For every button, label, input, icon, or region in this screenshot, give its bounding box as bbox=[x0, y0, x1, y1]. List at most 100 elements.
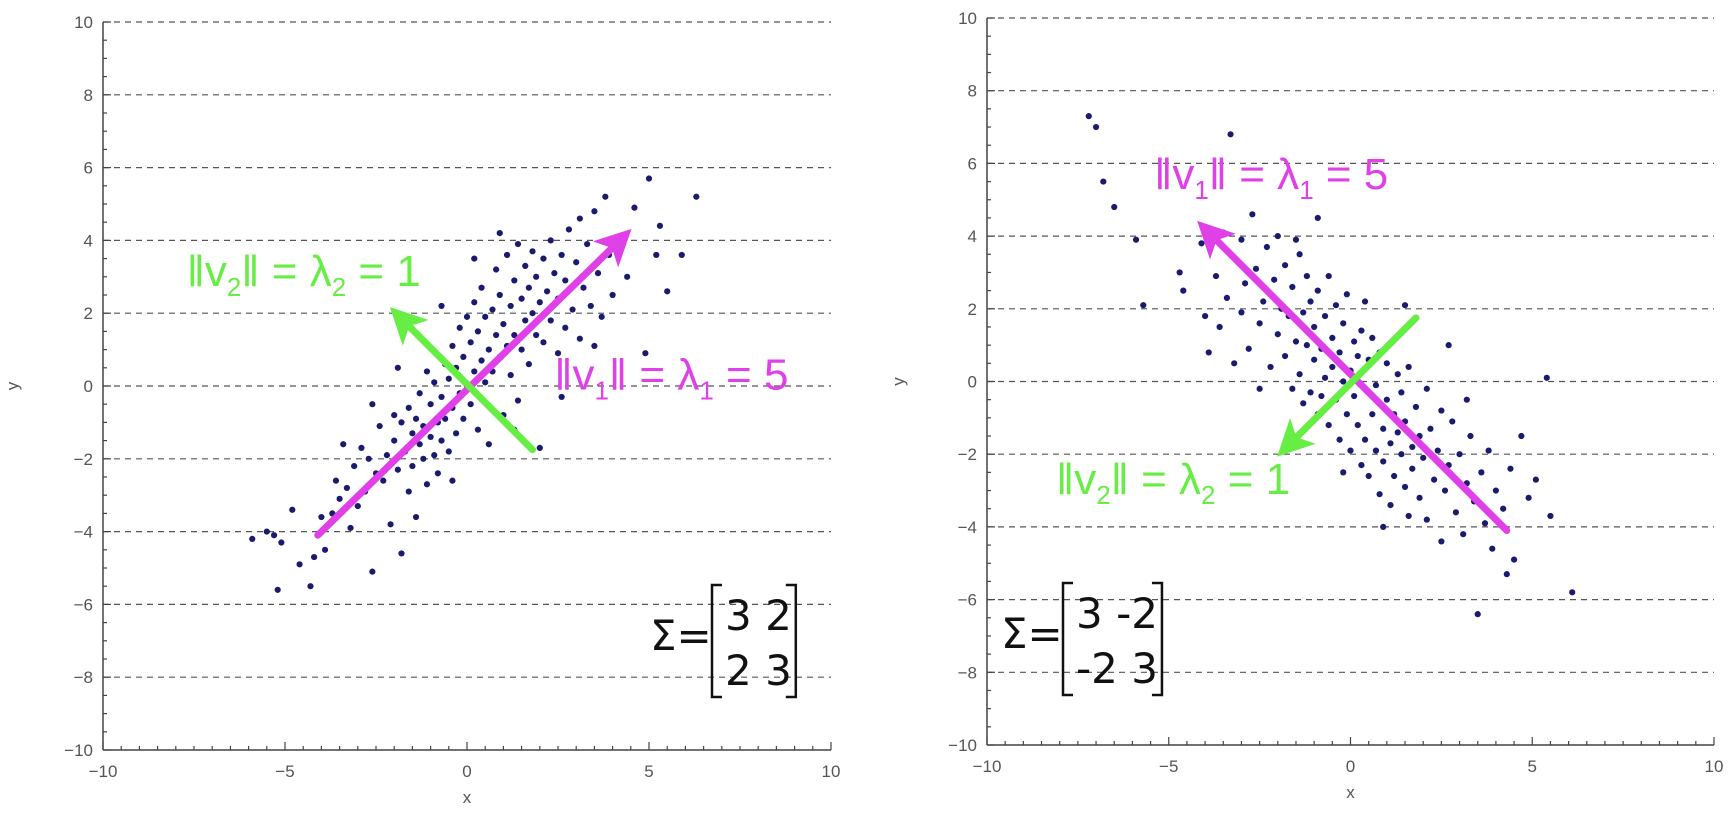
data-point bbox=[1140, 302, 1147, 309]
annotation-text: ‖v bbox=[1154, 150, 1194, 199]
data-point bbox=[1376, 491, 1383, 498]
data-point bbox=[1431, 476, 1438, 483]
x-tick-label: −5 bbox=[1159, 757, 1178, 776]
data-point bbox=[518, 346, 525, 353]
data-point bbox=[1343, 411, 1350, 418]
data-point bbox=[1492, 487, 1499, 494]
data-point bbox=[1387, 440, 1394, 447]
data-point bbox=[573, 259, 580, 266]
data-point bbox=[1245, 345, 1252, 352]
data-point bbox=[645, 175, 653, 182]
data-point bbox=[1267, 363, 1274, 371]
annotation-text: = 5 bbox=[1314, 150, 1389, 199]
data-point bbox=[347, 524, 354, 532]
data-point bbox=[1329, 334, 1336, 341]
data-point bbox=[369, 568, 376, 575]
data-point bbox=[1507, 465, 1514, 472]
data-point bbox=[467, 339, 474, 346]
data-point bbox=[427, 401, 434, 408]
matrix-row: 2 3 bbox=[725, 646, 792, 695]
annotation-subscript: 1 bbox=[699, 376, 713, 406]
data-point bbox=[1321, 374, 1329, 381]
data-point bbox=[1296, 251, 1303, 258]
matrix-symbol: Σ= bbox=[650, 611, 712, 660]
data-point bbox=[1227, 131, 1234, 138]
data-point bbox=[631, 204, 638, 211]
data-point bbox=[1427, 425, 1434, 432]
matrix-symbol: Σ= bbox=[1001, 609, 1063, 658]
data-point bbox=[391, 437, 398, 444]
data-point bbox=[427, 433, 434, 441]
y-tick-label: 2 bbox=[84, 304, 93, 323]
data-point bbox=[1241, 280, 1249, 287]
data-point bbox=[1212, 272, 1220, 280]
data-point bbox=[533, 331, 540, 339]
matrix-row: 3 2 bbox=[725, 591, 792, 640]
matrix-right-bracket bbox=[785, 583, 798, 699]
data-point bbox=[1271, 276, 1278, 283]
data-point bbox=[1380, 425, 1387, 432]
data-point bbox=[1100, 178, 1107, 185]
data-point bbox=[1481, 520, 1489, 527]
data-point bbox=[467, 401, 474, 408]
data-point bbox=[1391, 472, 1398, 480]
y-tick-label: 0 bbox=[968, 373, 977, 392]
data-point bbox=[449, 477, 456, 484]
data-point bbox=[438, 393, 445, 401]
data-point bbox=[653, 251, 660, 259]
data-point bbox=[507, 302, 514, 310]
data-point bbox=[1532, 476, 1539, 483]
data-point bbox=[474, 426, 482, 433]
data-point bbox=[1202, 312, 1209, 320]
data-point bbox=[1340, 378, 1347, 385]
data-point bbox=[533, 273, 540, 280]
covariance-matrix-right: Σ= 3 -2 -2 3 bbox=[1001, 581, 1164, 697]
data-point bbox=[354, 503, 361, 510]
data-point bbox=[1383, 396, 1390, 403]
data-point bbox=[1274, 331, 1281, 338]
data-point bbox=[1460, 531, 1467, 538]
data-point bbox=[1085, 113, 1092, 120]
data-point bbox=[1325, 422, 1332, 429]
data-point bbox=[1351, 392, 1358, 400]
matrix-row: -2 3 bbox=[1076, 644, 1158, 693]
data-point bbox=[591, 342, 598, 350]
data-point bbox=[423, 481, 431, 488]
data-point bbox=[1394, 371, 1401, 378]
data-point bbox=[1420, 454, 1427, 461]
data-point bbox=[543, 288, 551, 295]
data-point bbox=[340, 441, 347, 448]
data-point bbox=[1311, 356, 1318, 363]
annotation-subscript: 2 bbox=[1201, 480, 1215, 510]
data-point bbox=[489, 306, 496, 313]
data-point bbox=[1387, 501, 1394, 509]
data-point bbox=[1180, 287, 1187, 294]
data-point bbox=[562, 277, 569, 284]
data-point bbox=[1321, 312, 1329, 320]
data-point bbox=[1543, 374, 1550, 381]
data-point bbox=[358, 444, 365, 451]
annotation-subscript: 2 bbox=[332, 272, 346, 302]
annotation-text: ‖ = λ bbox=[241, 247, 331, 296]
data-point bbox=[471, 299, 478, 306]
data-point bbox=[412, 415, 420, 422]
data-point bbox=[602, 193, 609, 200]
data-point bbox=[529, 310, 536, 317]
data-point bbox=[416, 441, 423, 448]
data-point bbox=[405, 488, 412, 495]
data-point bbox=[656, 222, 664, 229]
data-point bbox=[693, 193, 700, 200]
x-tick-label: 0 bbox=[462, 762, 471, 781]
data-point bbox=[1303, 272, 1310, 280]
annotation-v1: ‖v1‖ = λ1 = 5 bbox=[554, 351, 788, 406]
y-tick-label: −10 bbox=[64, 741, 93, 760]
data-point bbox=[394, 466, 401, 473]
data-point bbox=[507, 371, 514, 379]
data-point bbox=[642, 350, 649, 357]
data-point bbox=[471, 368, 478, 375]
data-point bbox=[1394, 429, 1401, 436]
y-tick-label: 2 bbox=[968, 300, 977, 319]
data-point bbox=[409, 462, 416, 470]
data-point bbox=[1249, 211, 1256, 218]
data-point bbox=[565, 226, 573, 233]
